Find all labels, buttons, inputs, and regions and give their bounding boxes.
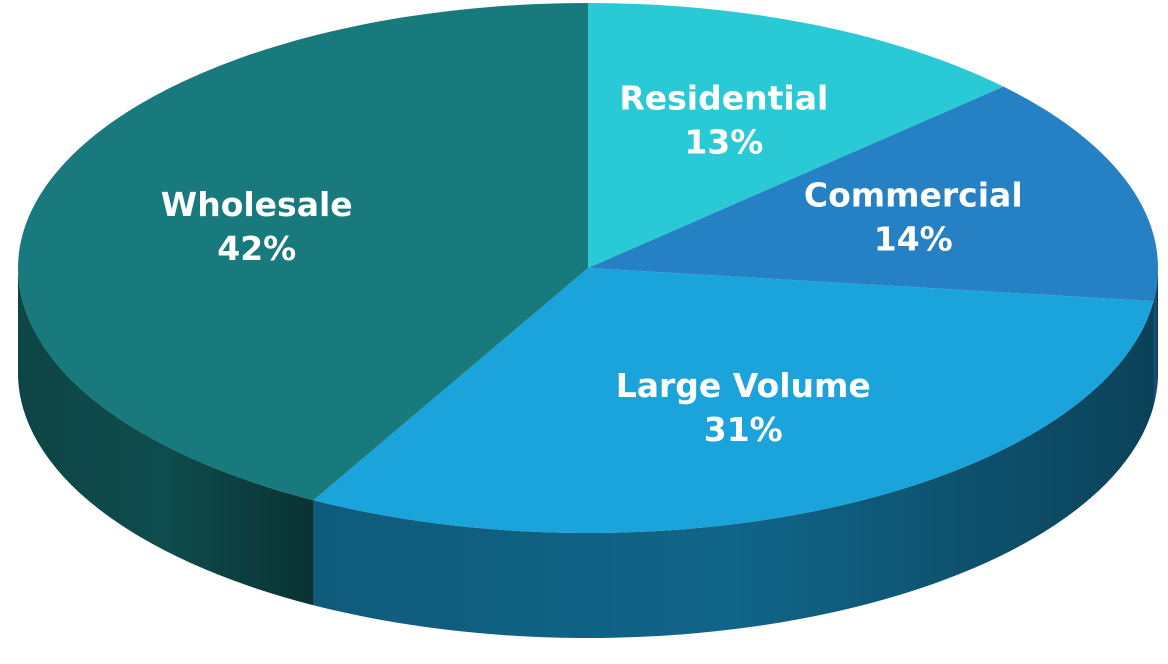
pie-side-shade bbox=[1153, 268, 1158, 407]
pie-slice bbox=[17, 3, 589, 501]
pie-slice bbox=[313, 268, 1154, 533]
pie-tops bbox=[17, 3, 1158, 533]
slice-value-label: 42% bbox=[217, 229, 296, 268]
pie-side-shade bbox=[313, 301, 1154, 638]
pie-slice bbox=[588, 3, 1004, 268]
slice-label: Large Volume bbox=[616, 366, 871, 405]
slice-label: Residential bbox=[619, 79, 828, 118]
pie-labels: Residential 13% Commercial 14% Large Volume 3… bbox=[161, 79, 1023, 450]
slice-label: Wholesale bbox=[161, 185, 353, 224]
slice-value-label: 14% bbox=[874, 219, 953, 258]
slice-label: Commercial bbox=[804, 175, 1023, 214]
pie-slice bbox=[588, 86, 1158, 302]
slice-value-label: 31% bbox=[704, 410, 783, 449]
pie-sides bbox=[18, 268, 1158, 638]
slice-value-label: 13% bbox=[684, 123, 763, 162]
pie-side-shade bbox=[18, 268, 314, 606]
